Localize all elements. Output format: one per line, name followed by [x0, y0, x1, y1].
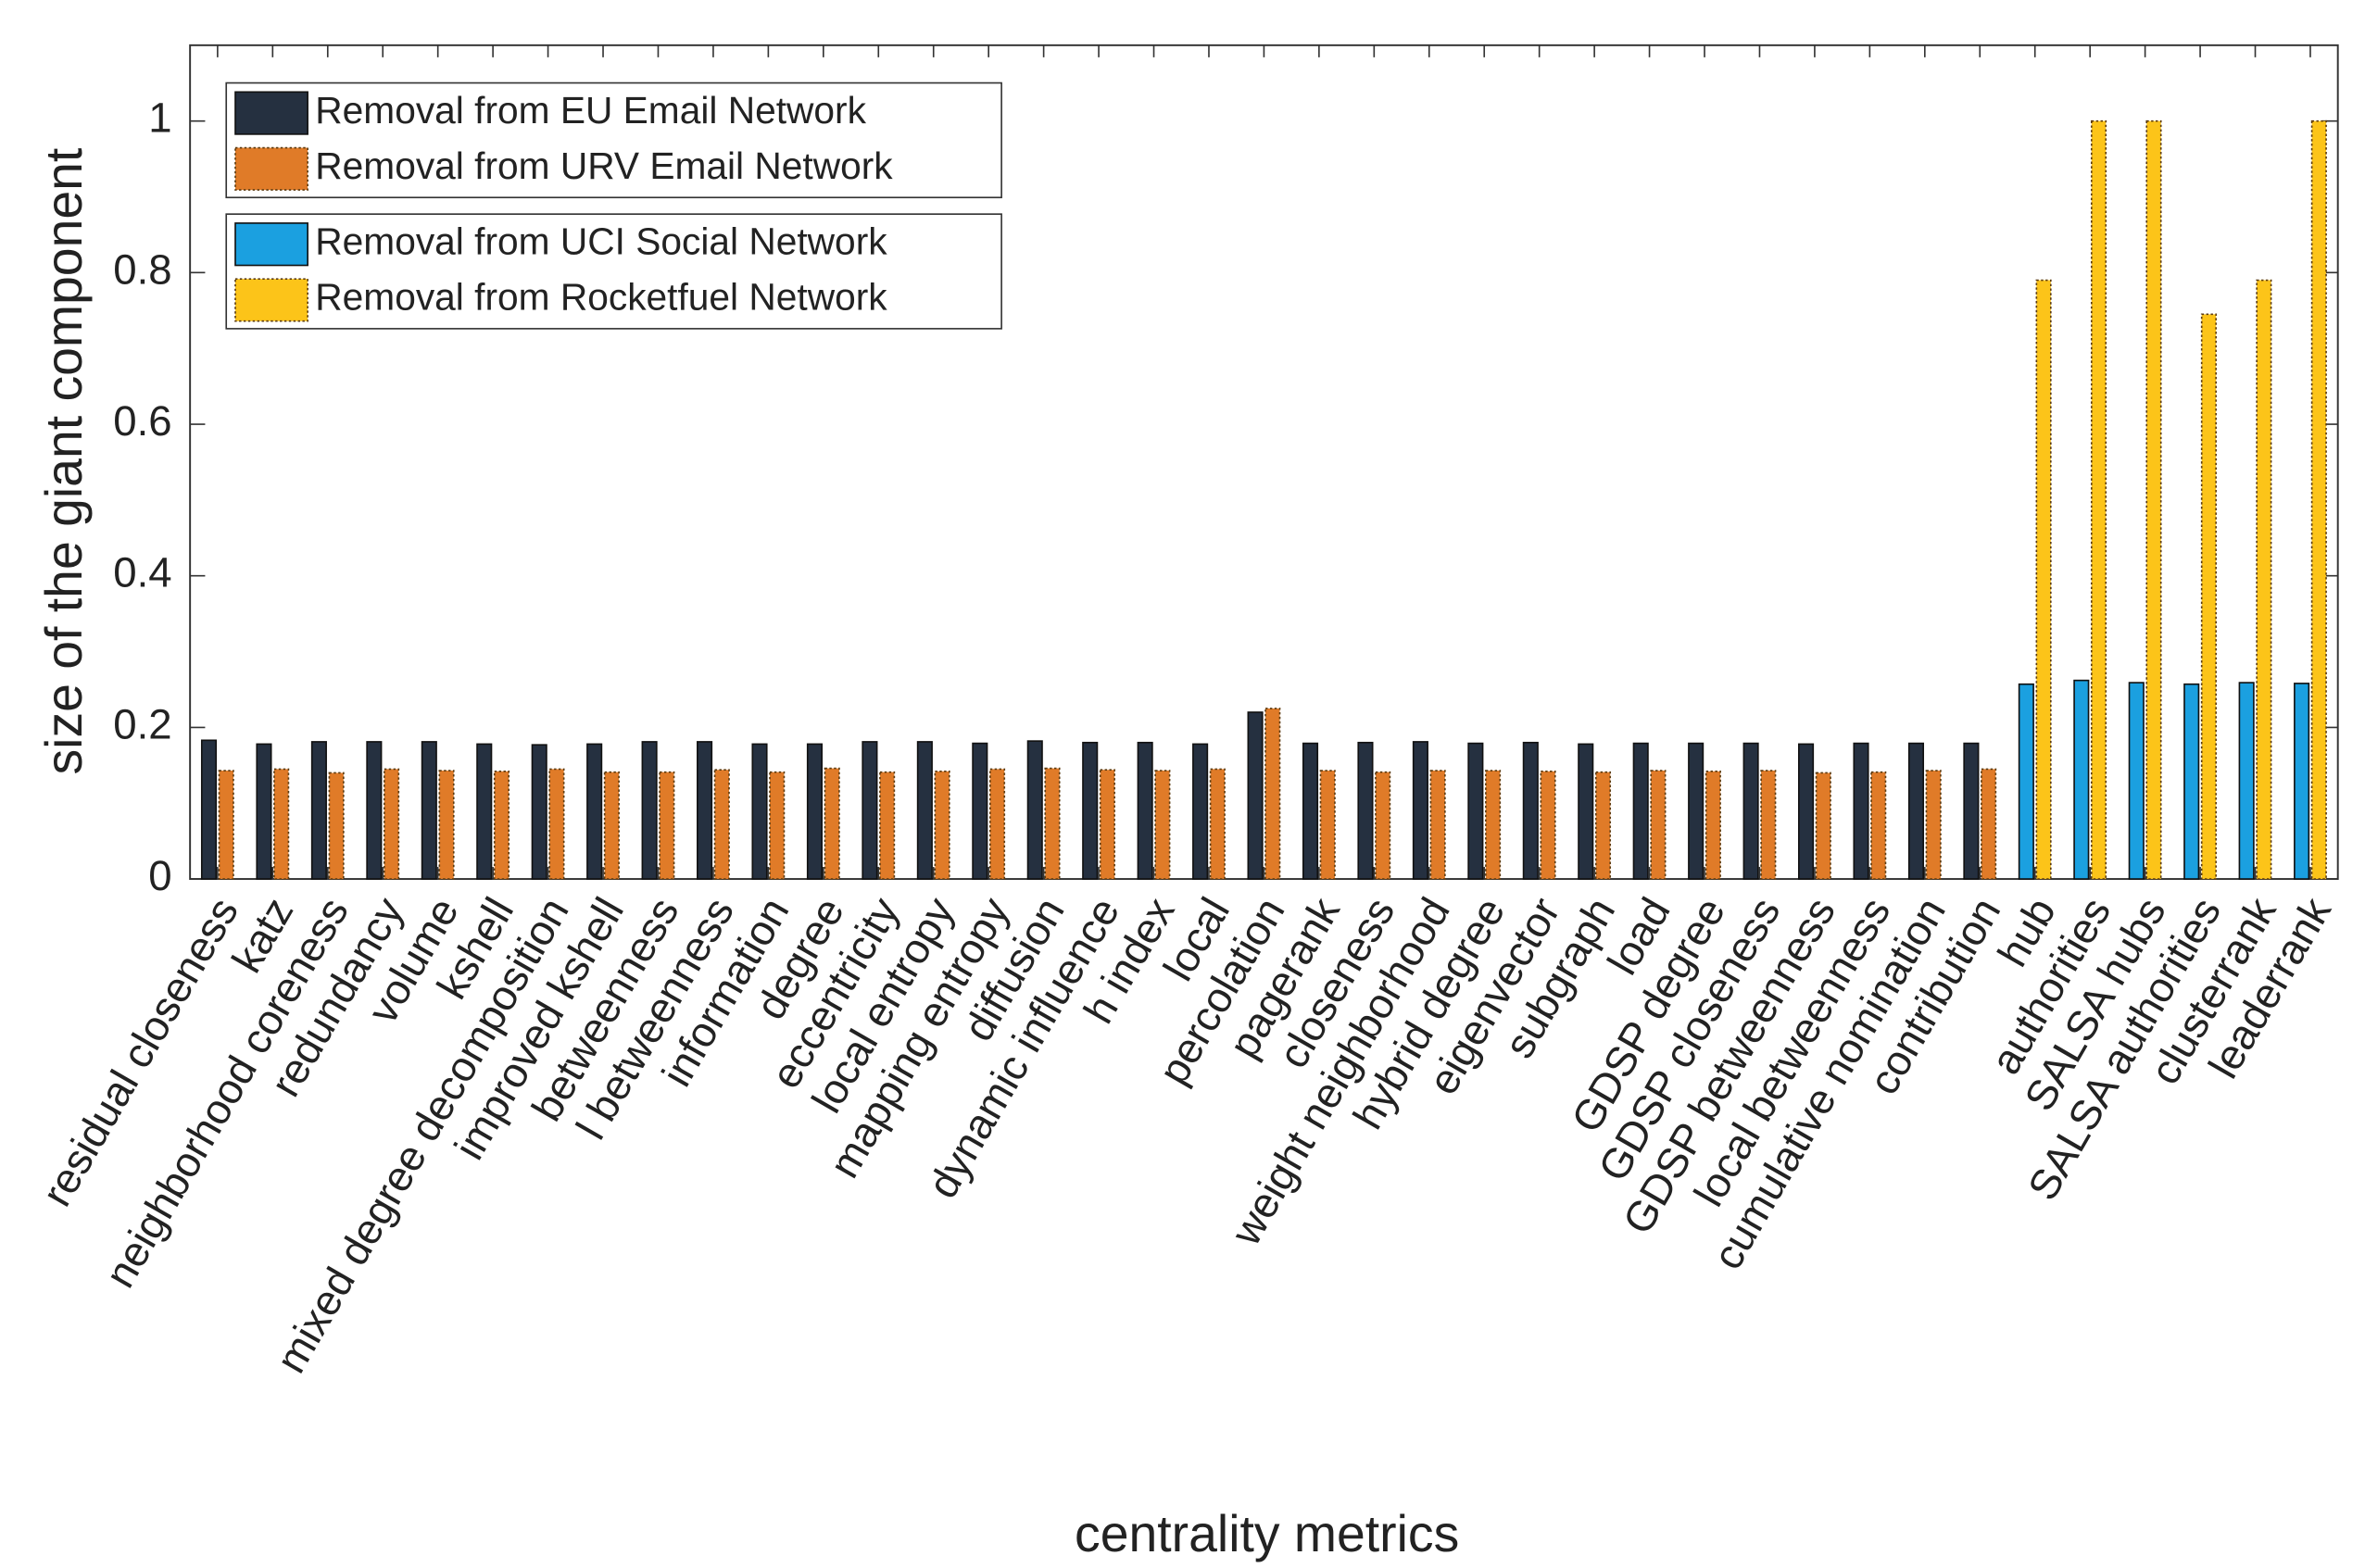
bar	[218, 770, 234, 880]
legend-label: Removal from URV Email Network	[315, 144, 893, 187]
bar	[1650, 770, 1667, 880]
y-tick-label: 1	[148, 94, 171, 142]
bar	[2090, 119, 2107, 880]
bar	[1429, 770, 1446, 880]
bar	[1522, 741, 1539, 880]
bar	[1907, 742, 1925, 880]
bar	[2145, 119, 2162, 880]
bar	[548, 768, 565, 880]
bar	[1467, 742, 1484, 880]
bar	[421, 741, 437, 880]
bar	[2294, 683, 2310, 880]
bar	[879, 771, 896, 880]
legend-box	[225, 213, 1002, 330]
bar	[769, 771, 786, 880]
bar	[713, 769, 730, 880]
bar	[659, 771, 675, 880]
bar	[988, 768, 1006, 880]
bar	[1594, 771, 1612, 880]
bar	[972, 742, 988, 880]
bar	[2310, 119, 2327, 880]
bar	[2238, 682, 2255, 880]
bar	[1705, 771, 1721, 880]
y-tick-label: 0.8	[113, 245, 171, 293]
bar	[310, 741, 327, 880]
bar	[1742, 742, 1759, 880]
bar	[1632, 742, 1649, 880]
bar	[934, 771, 950, 880]
bar	[1302, 742, 1319, 880]
bar	[2183, 683, 2200, 880]
bar	[1485, 770, 1502, 880]
legend-box	[225, 82, 1002, 199]
bar	[256, 743, 272, 880]
bar	[2018, 683, 2034, 880]
bar	[328, 771, 345, 880]
legend-label: Removal from EU Email Network	[315, 89, 866, 132]
bar	[1192, 743, 1209, 880]
bar	[641, 741, 658, 880]
bar	[2128, 682, 2145, 880]
bar	[1264, 708, 1281, 880]
legend-swatch	[234, 222, 308, 267]
bar	[1026, 740, 1043, 880]
legend-swatch	[234, 146, 308, 191]
bar	[384, 768, 400, 880]
bar	[1815, 771, 1831, 880]
bar	[200, 739, 218, 880]
bar	[1375, 771, 1391, 880]
bar	[1853, 742, 1869, 880]
bar	[1319, 770, 1336, 880]
bar	[1209, 768, 1226, 880]
bar	[751, 743, 768, 880]
bar	[273, 768, 290, 880]
bar	[1963, 742, 1980, 880]
bar	[531, 744, 547, 880]
bar	[1412, 741, 1428, 880]
bar	[1357, 741, 1374, 880]
bar	[1044, 767, 1061, 880]
bar	[862, 741, 878, 880]
bar	[1870, 771, 1887, 880]
bar	[476, 743, 493, 880]
bar	[1099, 769, 1115, 880]
bar	[493, 771, 510, 880]
y-axis-label: size of the giant component	[35, 148, 93, 775]
bar	[1925, 770, 1942, 880]
bar	[2200, 313, 2217, 880]
bar	[1760, 770, 1777, 880]
bar	[1798, 743, 1815, 880]
bar	[1082, 741, 1099, 880]
bar	[1540, 771, 1556, 880]
y-tick-label: 0.2	[113, 700, 171, 747]
bar	[697, 741, 713, 880]
bar	[438, 770, 455, 880]
bar	[1981, 768, 1997, 880]
bar	[2256, 279, 2272, 880]
bar	[2035, 279, 2052, 880]
bar	[603, 771, 620, 880]
x-tick-label: residual closeness	[32, 890, 247, 1214]
bar	[2073, 679, 2090, 880]
bar	[586, 743, 603, 880]
legend-label: Removal from Rocketfuel Network	[315, 276, 887, 319]
bar	[824, 767, 840, 880]
bar	[1688, 742, 1705, 880]
bar	[1578, 743, 1594, 880]
bar	[806, 743, 824, 880]
y-tick-label: 0.6	[113, 397, 171, 445]
legend-swatch	[234, 278, 308, 322]
x-axis-label: centrality metrics	[1075, 1505, 1459, 1562]
bar	[1247, 711, 1264, 880]
bar	[916, 741, 933, 880]
legend-swatch	[234, 91, 308, 135]
bar	[1154, 770, 1171, 880]
y-tick-label: 0.4	[113, 549, 171, 596]
bar	[1137, 741, 1153, 880]
legend-label: Removal from UCI Social Network	[315, 220, 887, 262]
bar	[366, 741, 383, 880]
y-tick-label: 0	[148, 852, 171, 899]
